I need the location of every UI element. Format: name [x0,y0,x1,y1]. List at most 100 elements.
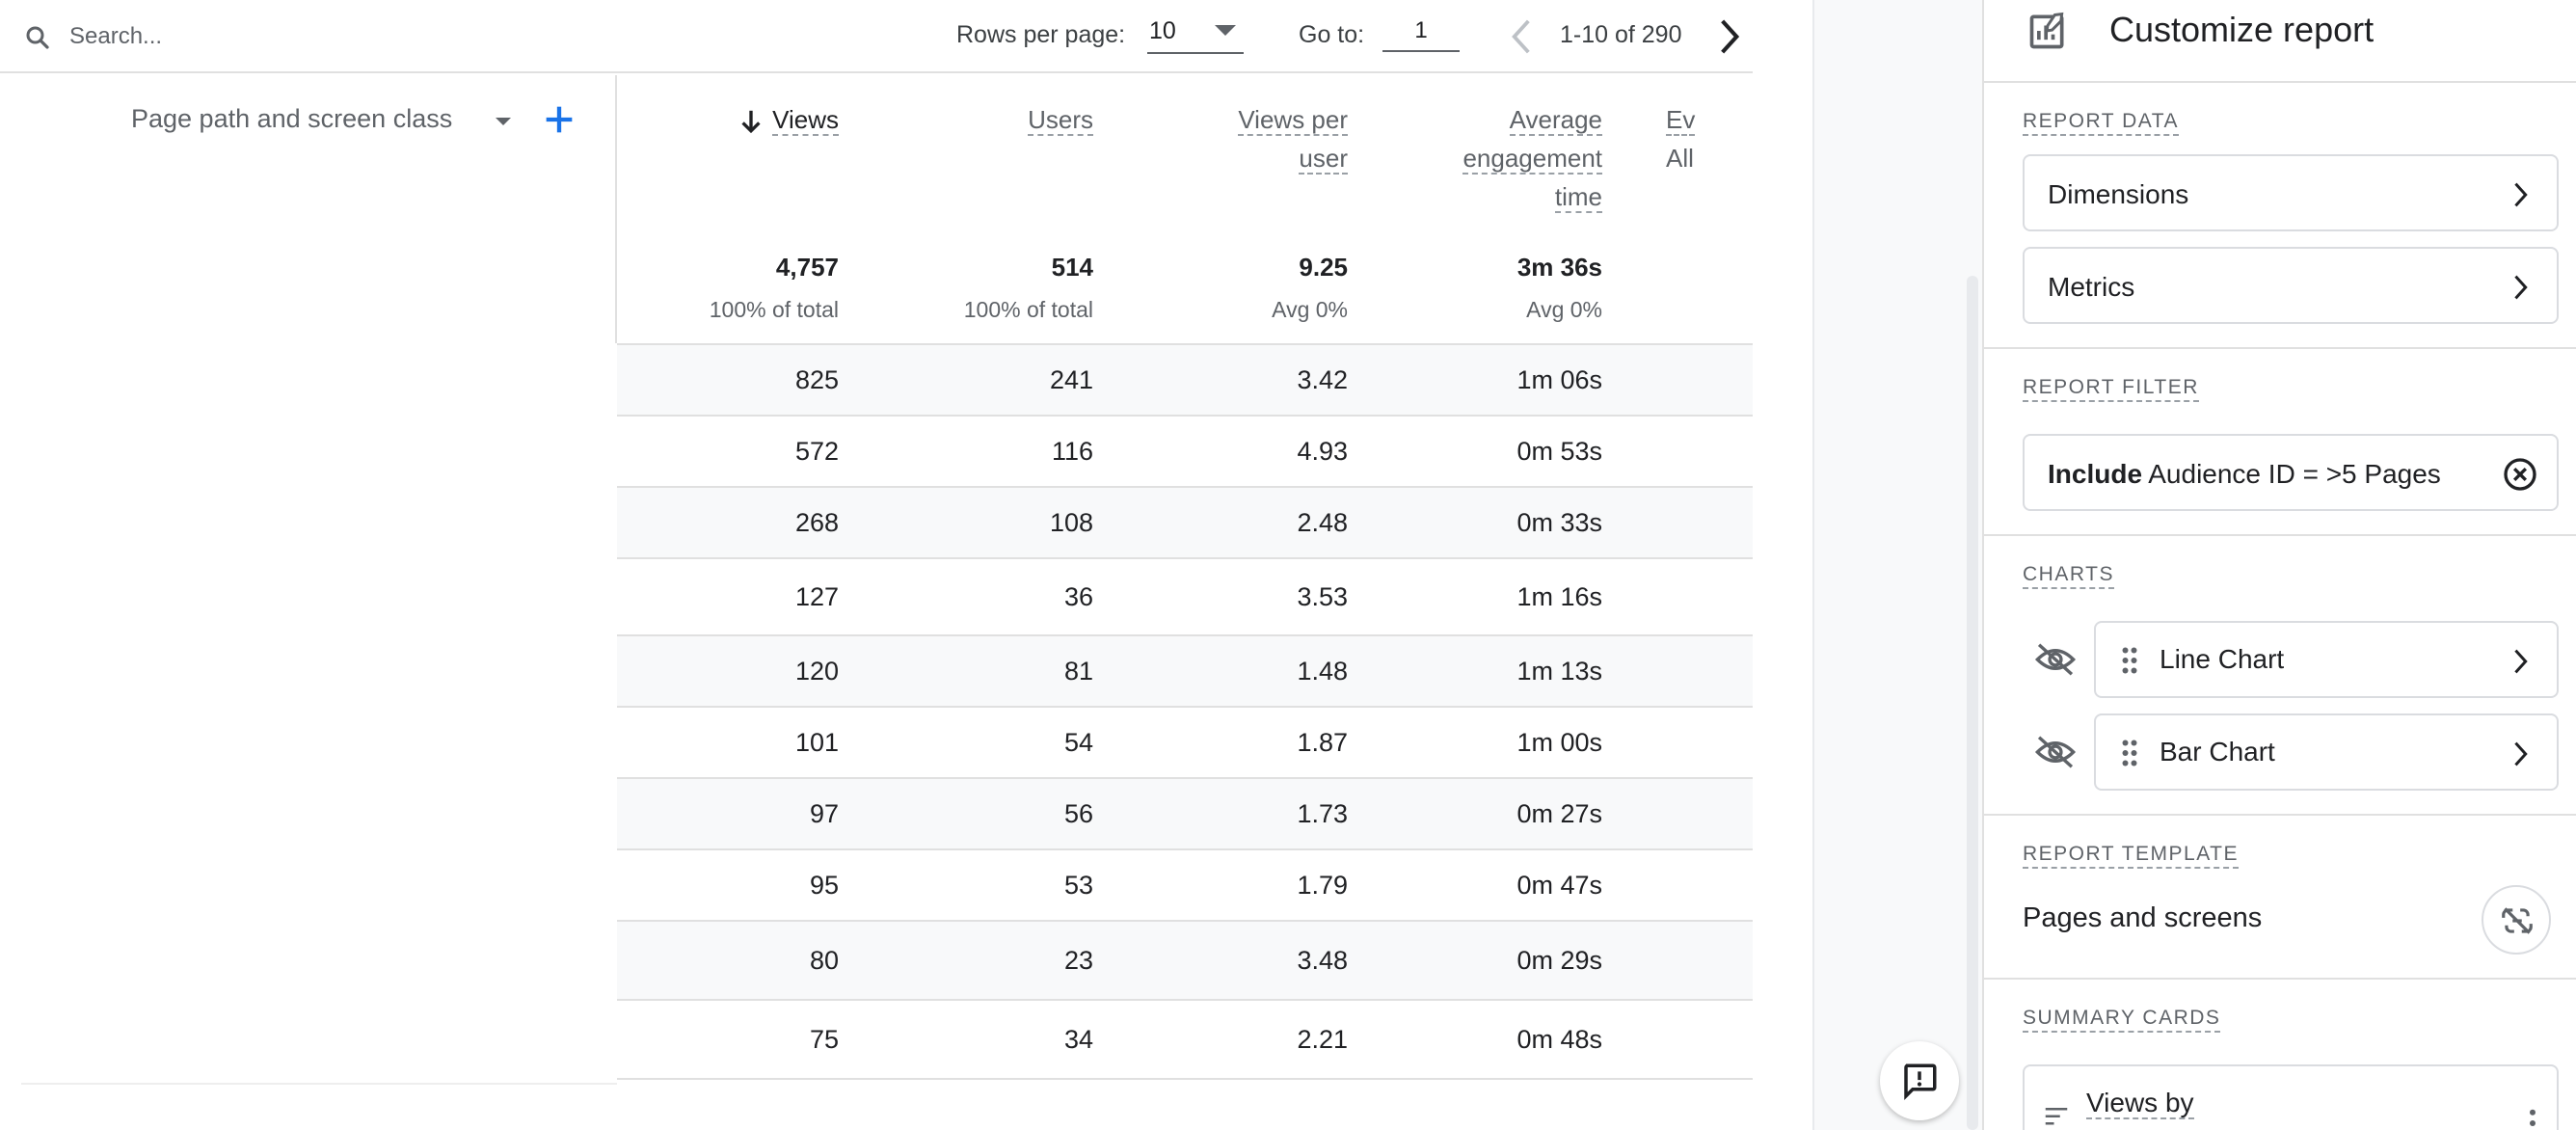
table-cell-views: 127 [794,582,839,611]
eye-off-icon[interactable] [2034,733,2077,771]
table-cell-vpu: 4.93 [1297,437,1348,466]
column-header-0[interactable]: Views [627,100,839,139]
summary-card[interactable]: Views by [2023,1064,2559,1130]
table-cell-users: 116 [1051,437,1093,466]
column-header-3[interactable]: Average engagement time [1371,100,1602,216]
table-cell-aet: 0m 33s [1516,508,1602,537]
section-label-report-filter: REPORT FILTER [2023,376,2199,402]
column-header-sub: All [1666,144,1694,173]
table-cell-views: 75 [809,1025,839,1054]
dropdown-caret-icon [1215,25,1236,36]
scrollbar[interactable] [1967,276,1978,1130]
chevron-right-icon[interactable] [1712,15,1747,58]
chevron-right-icon [2514,649,2528,674]
table-cell-aet: 1m 16s [1516,582,1602,611]
table-cell-users: 23 [1063,946,1093,975]
dimensions-button[interactable]: Dimensions [2023,154,2559,231]
customize-report-panel: Customize report REPORT DATA Dimensions … [1982,0,2576,1130]
column-header-2[interactable]: Views per user [1136,100,1348,177]
table-cell-users: 34 [1063,1025,1093,1054]
dimension-dropdown-icon[interactable] [496,118,511,125]
table-body: 825 241 3.42 1m 06s 572 116 4.93 0m 53s 268 108 2.… [617,345,1753,1080]
bar-chart-item[interactable]: Bar Chart [2094,713,2559,791]
table-cell-vpu: 1.48 [1297,657,1348,686]
search-icon [26,26,49,49]
line-chart-item[interactable]: Line Chart [2094,621,2559,698]
table-row[interactable]: 95 53 1.79 0m 47s [617,850,1753,922]
search-input[interactable] [69,17,551,56]
table-cell-vpu: 3.53 [1297,582,1348,611]
column-total: 4,757 [775,253,839,282]
template-name: Pages and screens [2023,902,2263,933]
section-label-text: REPORT FILTER [2023,376,2199,402]
feedback-button[interactable] [1880,1041,1959,1120]
dimension-label[interactable]: Page path and screen class [131,104,453,133]
column-header-1[interactable]: Users [881,100,1093,139]
report-table-area: Rows per page: 10 Go to: 1-10 of 290 Pag… [0,12,1753,1085]
feedback-icon [1904,1063,1937,1100]
section-label-report-template: REPORT TEMPLATE [2023,843,2239,869]
close-circle-icon[interactable] [2501,455,2539,494]
table-card-icon [2045,1108,2068,1125]
table-cell-aet: 0m 48s [1516,1025,1602,1054]
table-row[interactable]: 825 241 3.42 1m 06s [617,345,1753,417]
filter-text: Include Audience ID = >5 Pages [2048,459,2441,490]
table-row[interactable]: 75 34 2.21 0m 48s [617,1001,1753,1080]
chevron-right-icon [2514,741,2528,767]
table-row[interactable]: 268 108 2.48 0m 33s [617,488,1753,559]
table-cell-aet: 1m 06s [1516,365,1602,394]
arrow-down-icon [741,110,761,134]
column-header-text: Views [772,105,839,136]
table-row[interactable]: 101 54 1.87 1m 00s [617,708,1753,779]
column-header-text: Ev [1666,105,1696,136]
section-label-summary-cards: SUMMARY CARDS [2023,1007,2221,1033]
column-header-text: Users [1028,105,1093,136]
column-header-line: user [1136,139,1348,177]
column-header-line: Views per [1136,100,1348,139]
column-header-line: Users [881,100,1093,139]
table-row[interactable]: 127 36 3.53 1m 16s [617,559,1753,636]
table-cell-views: 80 [809,946,839,975]
table-row[interactable]: 80 23 3.48 0m 29s [617,922,1753,1001]
report-filter-chip[interactable]: Include Audience ID = >5 Pages [2023,434,2559,511]
table-cell-vpu: 3.48 [1297,946,1348,975]
more-vert-icon[interactable] [2528,1109,2537,1130]
scroll-rail [1812,0,1982,1130]
section-label-text: REPORT TEMPLATE [2023,843,2239,869]
column-header-text: time [1554,182,1602,213]
column-header-4[interactable]: Ev All [1666,100,1753,177]
dimension-header: Page path and screen class [0,75,617,343]
column-total-percent: Avg 0% [1272,297,1348,322]
divider [1984,81,2576,83]
column-header-line: time [1371,177,1602,216]
unlink-template-button[interactable] [2482,885,2551,955]
eye-off-icon[interactable] [2034,640,2077,679]
column-header-text: Average [1509,105,1602,136]
table-cell-views: 95 [809,871,839,900]
rows-per-page-select[interactable]: 10 [1147,13,1244,54]
table-cell-vpu: 1.79 [1297,871,1348,900]
metrics-label: Metrics [2048,272,2135,302]
table-cell-users: 108 [1049,508,1093,537]
table-cell-views: 120 [794,657,839,686]
drag-handle-icon[interactable] [2121,739,2138,767]
table-row[interactable]: 572 116 4.93 0m 53s [617,417,1753,488]
table-cell-vpu: 1.73 [1297,799,1348,828]
metrics-button[interactable]: Metrics [2023,247,2559,324]
table-cell-views: 101 [794,728,839,757]
drag-handle-icon[interactable] [2121,646,2138,675]
plus-icon[interactable] [540,100,578,139]
section-label-text: SUMMARY CARDS [2023,1007,2221,1033]
divider [1984,347,2576,349]
section-label-text: CHARTS [2023,563,2114,589]
edit-report-icon [2029,12,2064,49]
table-row[interactable]: 97 56 1.73 0m 27s [617,779,1753,850]
chevron-left-icon[interactable] [1504,15,1539,58]
column-header-text: user [1299,144,1348,175]
goto-page-input[interactable] [1382,12,1460,52]
table-cell-views: 97 [809,799,839,828]
divider [1984,814,2576,816]
divider [21,1083,617,1085]
column-header-line: Views [627,100,839,139]
table-row[interactable]: 120 81 1.48 1m 13s [617,636,1753,708]
